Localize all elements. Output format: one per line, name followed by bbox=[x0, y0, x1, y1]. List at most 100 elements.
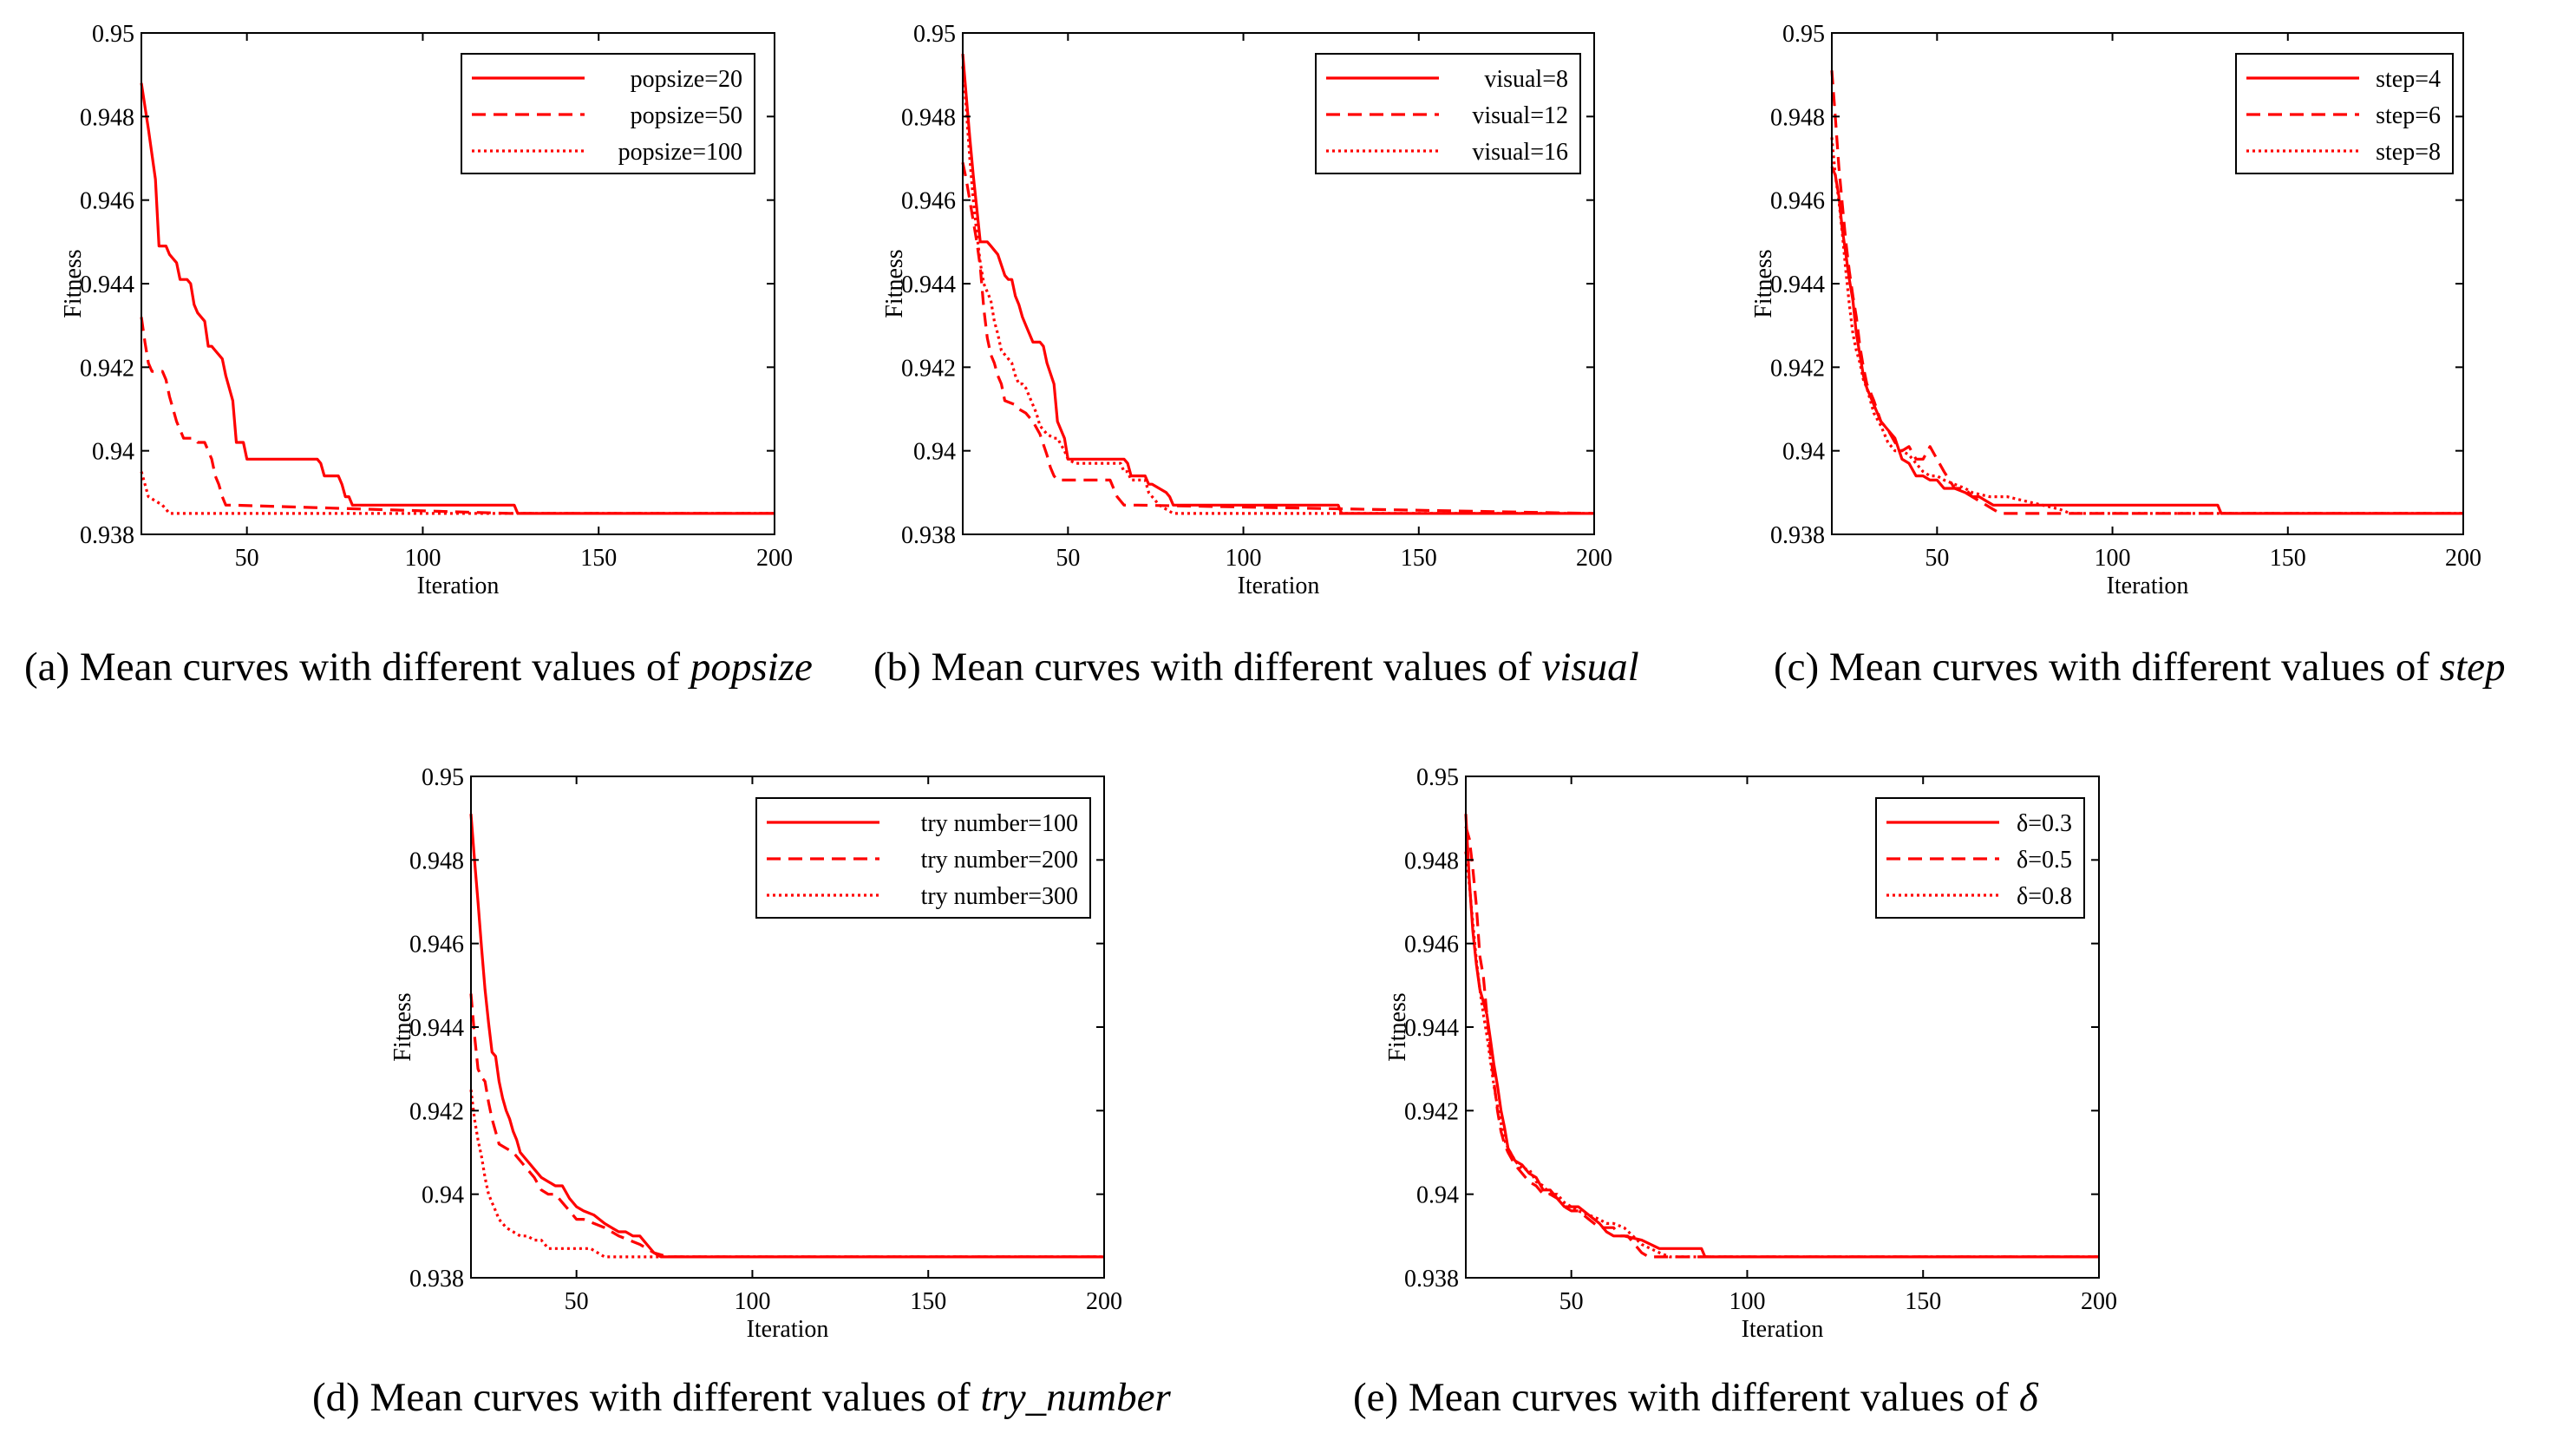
chart-a-ytick-label-4: 0.946 bbox=[80, 188, 134, 215]
chart-d-ytick-label-0: 0.938 bbox=[409, 1266, 464, 1293]
chart-d-legend-label-3: try number=300 bbox=[921, 883, 1078, 910]
chart-b-ytick-label-4: 0.946 bbox=[901, 188, 956, 215]
chart-e-xtick-label-50: 50 bbox=[1559, 1288, 1584, 1315]
chart-a-series-2-line bbox=[140, 317, 775, 515]
chart-a-ytick-label-3: 0.944 bbox=[80, 272, 134, 298]
chart-c-legend-label-1: step=4 bbox=[2376, 66, 2441, 93]
chart-a-svg: 50 100 150 200 0.938 0.94 0.942 0.944 0.946 0.948… bbox=[60, 21, 793, 599]
chart-e-ytick-label-1: 0.94 bbox=[1416, 1182, 1459, 1209]
chart-c-caption: (c) Mean curves with different values of… bbox=[1774, 644, 2506, 691]
chart-a-legend-box bbox=[461, 53, 755, 174]
chart-d-xtick-label-150: 150 bbox=[910, 1288, 946, 1315]
chart-a-xtick-label-100: 100 bbox=[404, 545, 441, 572]
chart-e-legend-label-1: δ=0.3 bbox=[2017, 810, 2072, 837]
chart-b-ytick-label-2: 0.942 bbox=[901, 355, 956, 382]
chart-b-series-2-line bbox=[961, 161, 1595, 515]
chart-d-series-3-line bbox=[469, 1090, 1104, 1259]
chart-e-caption: (e) Mean curves with different values of… bbox=[1353, 1374, 2038, 1421]
chart-a-xtick-label-50: 50 bbox=[235, 545, 259, 572]
chart-d-series-2-line bbox=[469, 993, 1104, 1259]
chart-c-ylabel: Fitness bbox=[1750, 249, 1777, 317]
chart-d-xtick-label-200: 200 bbox=[1086, 1288, 1122, 1315]
chart-b-series-1-line bbox=[961, 53, 1594, 515]
chart-b-legend-label-3: visual=16 bbox=[1472, 139, 1568, 166]
chart-e-legend-label-3: δ=0.8 bbox=[2017, 883, 2072, 910]
chart-a-legend-label-3: popsize=100 bbox=[618, 139, 742, 166]
chart-b-xtick-label-100: 100 bbox=[1226, 545, 1262, 572]
chart-d-xlabel: Iteration bbox=[747, 1316, 829, 1343]
chart-e-ytick-label-5: 0.948 bbox=[1404, 848, 1459, 874]
chart-e-caption-param: δ bbox=[2018, 1375, 2038, 1420]
chart-c-ytick-label-5: 0.948 bbox=[1770, 104, 1825, 131]
chart-e-legend-label-2: δ=0.5 bbox=[2017, 847, 2072, 874]
chart-d-ytick-label-3: 0.944 bbox=[409, 1015, 464, 1042]
chart-e-ytick-label-6: 0.95 bbox=[1416, 764, 1459, 791]
chart-c-legend-label-3: step=8 bbox=[2376, 139, 2441, 166]
chart-c-xtick-label-150: 150 bbox=[2270, 545, 2306, 572]
chart-d-caption: (d) Mean curves with different values of… bbox=[312, 1374, 1171, 1421]
chart-d-ytick-label-1: 0.94 bbox=[422, 1182, 464, 1209]
chart-panel-b: 50 100 150 200 0.938 0.94 0.942 0.944 0.946 0.948… bbox=[859, 0, 1717, 690]
chart-c-xtick-label-200: 200 bbox=[2445, 545, 2481, 572]
chart-d-ytick-label-4: 0.946 bbox=[409, 932, 464, 959]
chart-c-xtick-label-100: 100 bbox=[2095, 545, 2131, 572]
chart-a-caption-prefix: (a) Mean curves with different values of bbox=[24, 645, 690, 690]
chart-a-ytick-label-2: 0.942 bbox=[80, 355, 134, 382]
chart-b-svg: 50 100 150 200 0.938 0.94 0.942 0.944 0.946 0.948… bbox=[881, 21, 1612, 599]
chart-c-ytick-label-6: 0.95 bbox=[1782, 21, 1825, 48]
chart-a-ylabel: Fitness bbox=[60, 249, 87, 317]
chart-panel-a: 50 100 150 200 0.938 0.94 0.942 0.944 0.946 0.948… bbox=[0, 0, 859, 690]
chart-panel-c: 50 100 150 200 0.938 0.94 0.942 0.944 0.946 0.948… bbox=[1717, 0, 2576, 690]
chart-d-legend-label-1: try number=100 bbox=[921, 810, 1078, 837]
chart-d-ytick-label-2: 0.942 bbox=[409, 1098, 464, 1125]
chart-d-xtick-label-100: 100 bbox=[734, 1288, 770, 1315]
chart-c-caption-prefix: (c) Mean curves with different values of bbox=[1774, 645, 2440, 690]
chart-a-series-1-line bbox=[140, 82, 775, 515]
chart-b-ytick-label-1: 0.94 bbox=[913, 439, 956, 466]
chart-e-xtick-label-150: 150 bbox=[1905, 1288, 1941, 1315]
chart-b-legend-label-2: visual=12 bbox=[1472, 102, 1568, 129]
chart-e-svg: 50 100 150 200 0.938 0.94 0.942 0.944 0.946 0.948… bbox=[1384, 764, 2117, 1343]
chart-b-caption-param: visual bbox=[1541, 645, 1639, 690]
chart-d-ylabel: Fitness bbox=[389, 992, 416, 1061]
chart-b-ytick-label-0: 0.938 bbox=[901, 522, 956, 549]
chart-e-ytick-label-4: 0.946 bbox=[1404, 932, 1459, 959]
chart-a-ytick-label-1: 0.94 bbox=[92, 439, 134, 466]
chart-a-ytick-label-0: 0.938 bbox=[80, 522, 134, 549]
chart-b-caption-prefix: (b) Mean curves with different values of bbox=[873, 645, 1542, 690]
chart-d-caption-prefix: (d) Mean curves with different values of bbox=[312, 1375, 981, 1420]
chart-d-ytick-label-5: 0.948 bbox=[409, 848, 464, 874]
chart-c-ytick-label-1: 0.94 bbox=[1782, 439, 1825, 466]
chart-e-ylabel: Fitness bbox=[1384, 992, 1411, 1061]
chart-c-ytick-label-4: 0.946 bbox=[1770, 188, 1825, 215]
chart-c-ytick-label-2: 0.942 bbox=[1770, 355, 1825, 382]
chart-b-ylabel: Fitness bbox=[881, 249, 908, 317]
chart-e-series-2-line bbox=[1464, 826, 2099, 1259]
chart-e-ytick-label-2: 0.942 bbox=[1404, 1098, 1459, 1125]
chart-b-ytick-label-5: 0.948 bbox=[901, 104, 956, 131]
chart-a-xtick-label-200: 200 bbox=[756, 545, 793, 572]
chart-c-xtick-label-50: 50 bbox=[1925, 545, 1949, 572]
chart-b-xtick-label-200: 200 bbox=[1576, 545, 1612, 572]
chart-c-caption-param: step bbox=[2439, 645, 2506, 690]
chart-e-caption-prefix: (e) Mean curves with different values of bbox=[1353, 1375, 2019, 1420]
chart-a-caption: (a) Mean curves with different values of… bbox=[24, 644, 813, 691]
chart-b-caption: (b) Mean curves with different values of… bbox=[873, 644, 1639, 691]
chart-c-svg: 50 100 150 200 0.938 0.94 0.942 0.944 0.946 0.948… bbox=[1750, 21, 2481, 599]
chart-a-xtick-label-150: 150 bbox=[580, 545, 617, 572]
chart-e-xtick-label-200: 200 bbox=[2081, 1288, 2117, 1315]
chart-c-series-3-line bbox=[1830, 137, 2463, 515]
chart-b-xtick-label-150: 150 bbox=[1401, 545, 1437, 572]
chart-d-legend-label-2: try number=200 bbox=[921, 847, 1078, 874]
chart-a-legend-label-2: popsize=50 bbox=[631, 102, 742, 129]
chart-a-caption-param: popsize bbox=[690, 645, 813, 690]
chart-d-caption-param: try_number bbox=[980, 1375, 1171, 1420]
chart-e-xtick-label-100: 100 bbox=[1729, 1288, 1765, 1315]
chart-a-xlabel: Iteration bbox=[417, 573, 500, 599]
chart-e-ytick-label-3: 0.944 bbox=[1404, 1015, 1459, 1042]
chart-d-series-1-line bbox=[469, 814, 1104, 1259]
chart-a-ytick-label-5: 0.948 bbox=[80, 104, 134, 131]
chart-c-ytick-label-3: 0.944 bbox=[1770, 272, 1825, 298]
chart-b-xtick-label-50: 50 bbox=[1056, 545, 1080, 572]
chart-d-xtick-label-50: 50 bbox=[565, 1288, 589, 1315]
